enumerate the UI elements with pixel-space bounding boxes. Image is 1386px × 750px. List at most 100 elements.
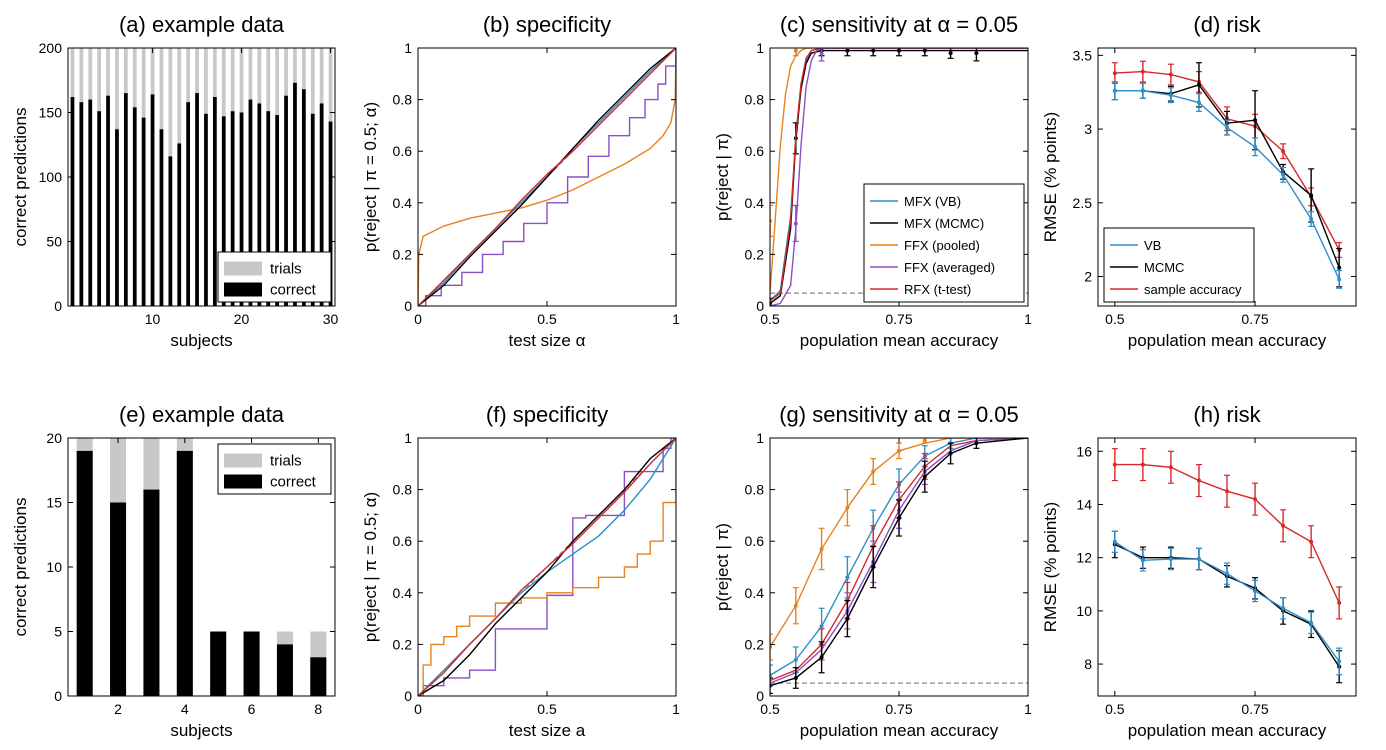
y-tick-label: 10 [1076,603,1092,619]
panel-b: (b) specificity 0 0.5 1 0 0.2 0.4 0.6 0.8 1 test s… [361,12,680,350]
series-line-ffx_avg [418,48,676,306]
bar-correct [88,99,93,306]
y-tick-label: 0.8 [393,482,413,498]
bar-correct [195,93,199,306]
y-tick-label: 0.8 [745,482,765,498]
y-axis-label: correct predictions [11,108,30,247]
legend-label: VB [1144,238,1161,253]
bar-correct [310,113,315,306]
x-axis-label: population mean accuracy [1128,721,1327,740]
data-point [1112,71,1117,76]
x-tick-label: 1 [672,311,680,327]
y-tick-label: 0.8 [393,92,413,108]
panel-c: (c) sensitivity at α = 0.05 0.5 0.75 1 0 0.2 0… [713,12,1032,350]
chart-title: (b) specificity [483,12,611,37]
x-tick-label: 8 [314,701,322,717]
y-tick-label: 0 [756,298,764,314]
data-point [1337,277,1342,282]
data-point [1140,69,1145,74]
bar-correct [186,102,191,306]
y-tick-label: 0.4 [745,195,765,211]
legend-swatch [224,261,262,276]
bar-correct [106,95,110,306]
series-line-rfx [418,48,676,306]
chart-title: (f) specificity [486,402,608,427]
data-point [1253,497,1258,502]
series-line-mcmc [418,438,676,696]
plot-area [418,48,676,306]
y-tick-label: 0.4 [393,585,413,601]
data-point [1253,118,1258,123]
panel-f: (f) specificity 0 0.5 1 0 0.2 0.4 0.6 0.8 1 test s… [361,402,680,740]
series-line-rfx [418,438,676,696]
data-point [1337,659,1342,664]
legend-label: MFX (MCMC) [904,216,984,231]
y-tick-label: 14 [1076,496,1092,512]
x-axis-label: test size a [509,721,586,740]
data-point [922,474,927,479]
x-tick-label: 0.5 [537,701,557,717]
x-axis-label: population mean accuracy [800,331,999,350]
data-point [1309,620,1314,625]
data-point [845,505,850,510]
x-axis-label: subjects [170,721,232,740]
y-tick-label: 200 [39,40,63,56]
y-tick-label: 10 [46,559,62,575]
legend-box [863,183,1025,303]
data-point [1309,539,1314,544]
data-point [819,624,824,629]
axes-box [1097,437,1357,697]
data-point [922,48,927,53]
data-point [1225,571,1229,576]
legend: trials correct [217,443,332,495]
legend-label: correct [270,474,317,491]
y-tick-label: 0.6 [745,143,765,159]
data-point [1168,72,1173,77]
bar-correct [79,102,84,306]
bar-correct [230,111,235,306]
bar-correct [221,116,226,306]
x-axis-label: test size α [509,331,586,350]
y-tick-label: 2 [1084,269,1092,285]
x-axis-label: population mean accuracy [1128,331,1327,350]
data-point [1337,265,1342,270]
x-tick-label: 0.5 [1105,701,1125,717]
data-point [845,616,850,621]
data-point [793,657,798,662]
x-tick-label: 0 [414,701,422,717]
legend-label: RFX (t-test) [904,282,971,297]
chart-title: (g) sensitivity at α = 0.05 [779,402,1019,427]
data-point [897,448,901,453]
x-tick-label: 0.75 [885,311,912,327]
y-axis-label: p(reject | π = 0.5; α) [361,102,380,252]
y-tick-label: 50 [46,234,62,250]
panel-a: (a) example data 10 20 30 0 50 100 150 200 subjec… [11,12,339,350]
plot-area [770,48,1028,306]
y-axis-label: p(reject | π) [713,133,732,221]
bar-correct [210,631,227,696]
series-line-ffx_pooled [770,48,1028,294]
y-tick-label: 0.2 [745,636,765,652]
bar-correct [97,111,102,306]
data-point [922,438,927,443]
data-point [974,441,979,446]
y-tick-label: 2.5 [1073,195,1093,211]
y-axis-label: RMSE (% points) [1041,502,1060,632]
plot-area [770,438,1028,695]
data-point [1112,88,1117,93]
x-tick-label: 0.5 [760,311,780,327]
y-tick-label: 150 [39,105,63,121]
bar-correct [212,97,217,306]
data-point [871,565,876,569]
data-point [1196,82,1201,87]
series-line-vb [1114,541,1340,662]
y-tick-label: 0.2 [393,636,413,652]
x-axis-label: population mean accuracy [800,721,999,740]
legend-swatch [224,282,262,297]
data-point [819,546,824,551]
data-point [1281,606,1286,611]
y-axis-label: RMSE (% points) [1041,112,1060,242]
legend-label: correct [270,282,317,299]
data-point [1140,88,1145,93]
x-tick-label: 0.5 [760,701,780,717]
